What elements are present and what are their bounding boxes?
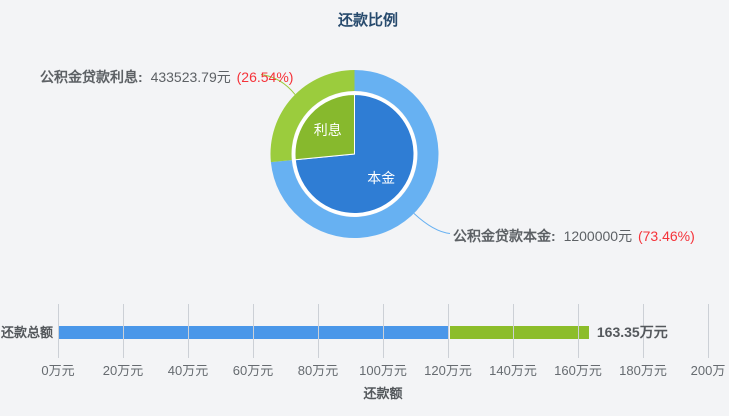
callout-principal: 公积金贷款本金: 1200000元 (73.46%) <box>453 229 695 243</box>
callout-interest-label: 公积金贷款利息: <box>40 69 143 85</box>
pie-slice-label-principal: 本金 <box>367 170 395 186</box>
grid-line <box>253 304 254 358</box>
grid-line <box>58 304 59 358</box>
x-tick-label: 160万元 <box>554 363 602 378</box>
grid-line <box>383 304 384 358</box>
x-tick-label: 40万元 <box>167 363 209 378</box>
x-tick-label: 60万元 <box>232 363 274 378</box>
x-tick-label: 0万元 <box>41 363 75 378</box>
leader-line-principal <box>413 213 451 234</box>
x-tick-label: 80万元 <box>297 363 339 378</box>
pie-outer-ring-interest[interactable] <box>270 70 355 163</box>
bar-segment-interest[interactable] <box>449 326 589 339</box>
chart-title: 还款比例 <box>337 12 399 29</box>
callout-interest-percent: (26.54%) <box>236 69 294 85</box>
callout-interest-value: 433523.79元 <box>150 69 231 85</box>
pie-slice-interest[interactable] <box>294 93 355 161</box>
grid-line <box>578 304 579 358</box>
bar-category-label: 还款总额 <box>0 325 53 340</box>
callout-principal-value: 1200000元 <box>563 228 633 244</box>
grid-line <box>123 304 124 358</box>
callout-principal-percent: (73.46%) <box>637 228 695 244</box>
x-tick-label: 20万元 <box>102 363 144 378</box>
callout-principal-label: 公积金贷款本金: <box>453 228 556 244</box>
bar-total-label: 163.35万元 <box>596 324 668 340</box>
x-tick-label: 140万元 <box>489 363 537 378</box>
x-tick-label: 120万元 <box>424 363 472 378</box>
grid-line <box>448 304 449 358</box>
x-tick-label: 100万元 <box>359 363 407 378</box>
grid-line <box>513 304 514 358</box>
grid-line <box>708 304 709 358</box>
x-tick-label: 180万元 <box>619 363 667 378</box>
grid-line <box>318 304 319 358</box>
grid-line <box>643 304 644 358</box>
grid-line <box>188 304 189 358</box>
leader-line-interest <box>260 74 296 95</box>
x-tick-label: 200万 <box>690 363 726 378</box>
pie-slice-label-interest: 利息 <box>314 122 342 138</box>
x-axis-title: 还款额 <box>363 386 403 401</box>
callout-interest: 公积金贷款利息: 433523.79元 (26.54%) <box>40 70 293 84</box>
